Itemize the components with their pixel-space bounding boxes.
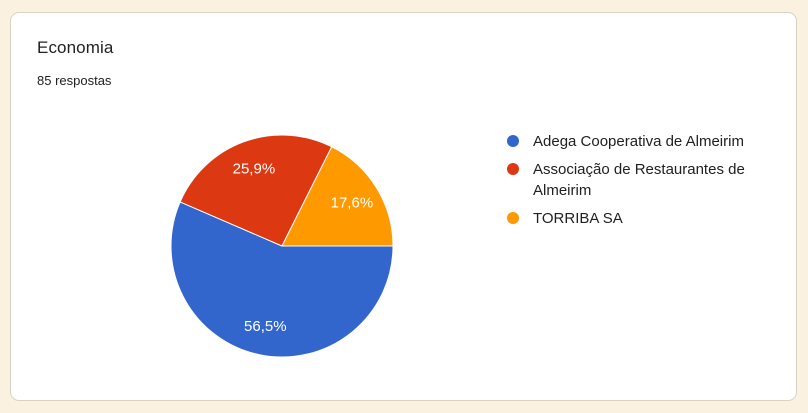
pie-slice-label-0: 56,5% — [244, 318, 287, 335]
question-summary-card: Economia 85 respostas 56,5% 25,9% 17,6% Ad… — [10, 12, 797, 401]
response-count: 85 respostas — [37, 73, 112, 88]
pie-slice-2[interactable] — [281, 146, 394, 247]
legend-label: Associação de Restaurantes de Almeirim — [533, 161, 745, 199]
legend-swatch-icon — [507, 135, 519, 147]
pie-slice-label-2: 17,6% — [331, 194, 374, 211]
question-title: Economia — [37, 38, 114, 57]
chart-legend: Adega Cooperativa de Almeirim Associação … — [507, 131, 769, 236]
pie-slice-1[interactable] — [179, 134, 333, 247]
legend-item: Adega Cooperativa de Almeirim — [507, 131, 769, 152]
pie-chart: 56,5% 25,9% 17,6% — [170, 134, 394, 358]
legend-label: Adega Cooperativa de Almeirim — [533, 133, 744, 150]
pie-slice-0[interactable] — [170, 201, 394, 358]
legend-label: TORRIBA SA — [533, 210, 623, 227]
legend-item: Associação de Restaurantes de Almeirim — [507, 159, 769, 201]
legend-swatch-icon — [507, 163, 519, 175]
legend-item: TORRIBA SA — [507, 208, 769, 229]
pie-slice-label-1: 25,9% — [233, 160, 276, 177]
legend-swatch-icon — [507, 212, 519, 224]
